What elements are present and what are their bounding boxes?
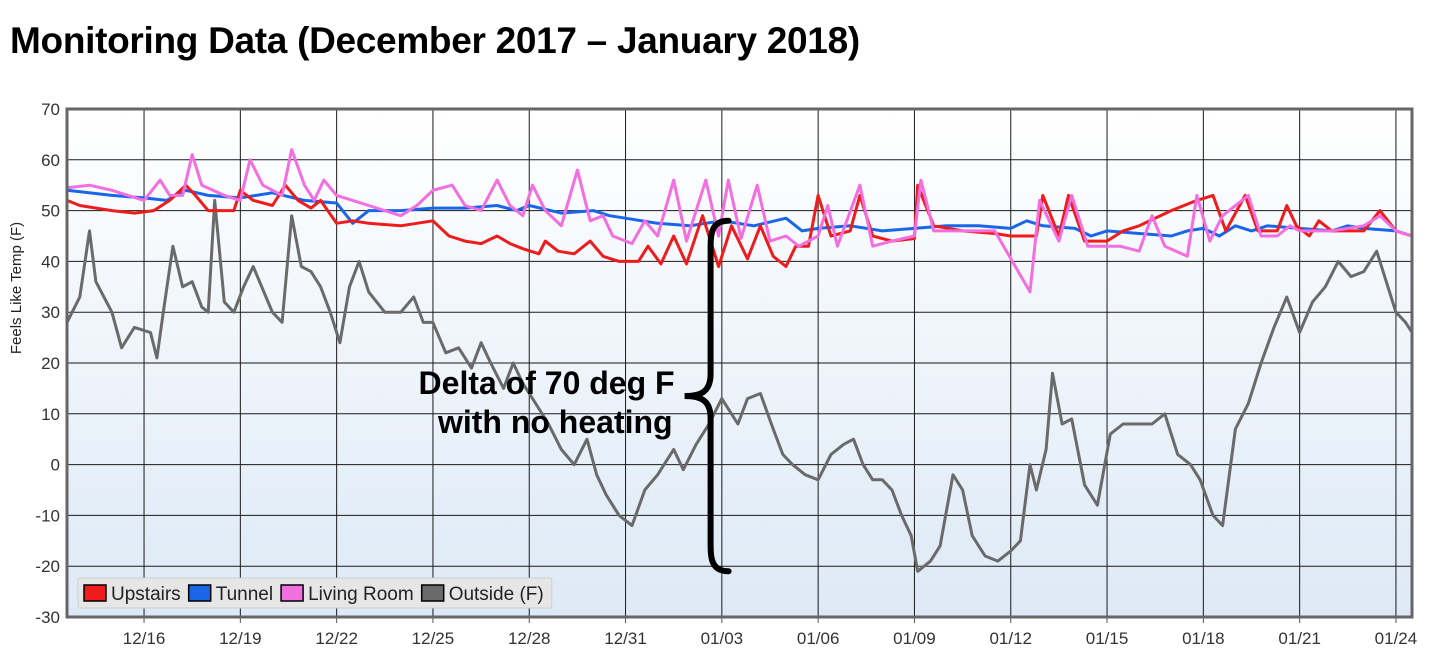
legend-swatch (187, 584, 212, 602)
axes: -30 -20 -10 0 10 20 30 40 50 60 70 12/16 12/19 12/22 1… (8, 100, 1417, 648)
x-tick-label: 12/16 (123, 629, 166, 648)
x-tick-label: 01/18 (1182, 629, 1225, 648)
y-tick-label: 60 (41, 151, 60, 170)
x-tick-label: 01/06 (797, 629, 840, 648)
grid-lines (67, 108, 1412, 618)
annotation-brace (684, 217, 732, 575)
series-line-tunnel (66, 188, 1413, 238)
plot-frame (65, 107, 1414, 619)
legend-swatch (83, 584, 107, 602)
page-title: Monitoring Data (December 2017 – January… (10, 20, 860, 61)
x-tick-label: 12/19 (219, 629, 262, 648)
x-tick-label: 12/22 (315, 629, 358, 648)
annotation-line-1: Delta of 70 deg F (419, 365, 675, 401)
y-tick-label: 0 (51, 456, 60, 475)
series-lines (65, 148, 1414, 573)
x-tick-label: 12/31 (604, 629, 647, 648)
series-line-living-room (66, 148, 1413, 294)
series-line-outside-f (65, 198, 1414, 573)
legend: Upstairs Tunnel Living Room Outside (F) (77, 577, 553, 609)
legend-label: Outside (F) (449, 584, 544, 605)
y-tick-label: 20 (41, 354, 60, 373)
y-tick-label: 50 (41, 202, 60, 221)
x-tick-label: 01/09 (893, 629, 936, 648)
x-tick-label: 01/03 (701, 629, 744, 648)
x-tick-label: 01/21 (1278, 629, 1321, 648)
x-tick-label: 12/25 (412, 629, 455, 648)
y-tick-label: -20 (35, 557, 60, 576)
y-tick-label: 40 (41, 252, 60, 271)
legend-swatch (280, 584, 304, 602)
x-tick-label: 01/12 (989, 629, 1032, 648)
y-tick-label: 30 (41, 303, 60, 322)
y-tick-label: 10 (41, 405, 60, 424)
y-tick-label: -30 (35, 608, 60, 627)
legend-swatch (420, 584, 445, 602)
y-tick-label: 70 (41, 100, 60, 119)
y-tick-label: -10 (35, 506, 60, 525)
legend-label: Living Room (308, 584, 414, 605)
x-tick-label: 12/28 (508, 629, 551, 648)
legend-label: Tunnel (216, 584, 273, 605)
y-axis-label: Feels Like Temp (F) (8, 222, 25, 354)
x-tick-label: 01/15 (1086, 629, 1129, 648)
legend-label: Upstairs (111, 584, 181, 605)
annotation-line-2: with no heating (437, 404, 673, 440)
x-tick-label: 01/24 (1375, 629, 1418, 648)
